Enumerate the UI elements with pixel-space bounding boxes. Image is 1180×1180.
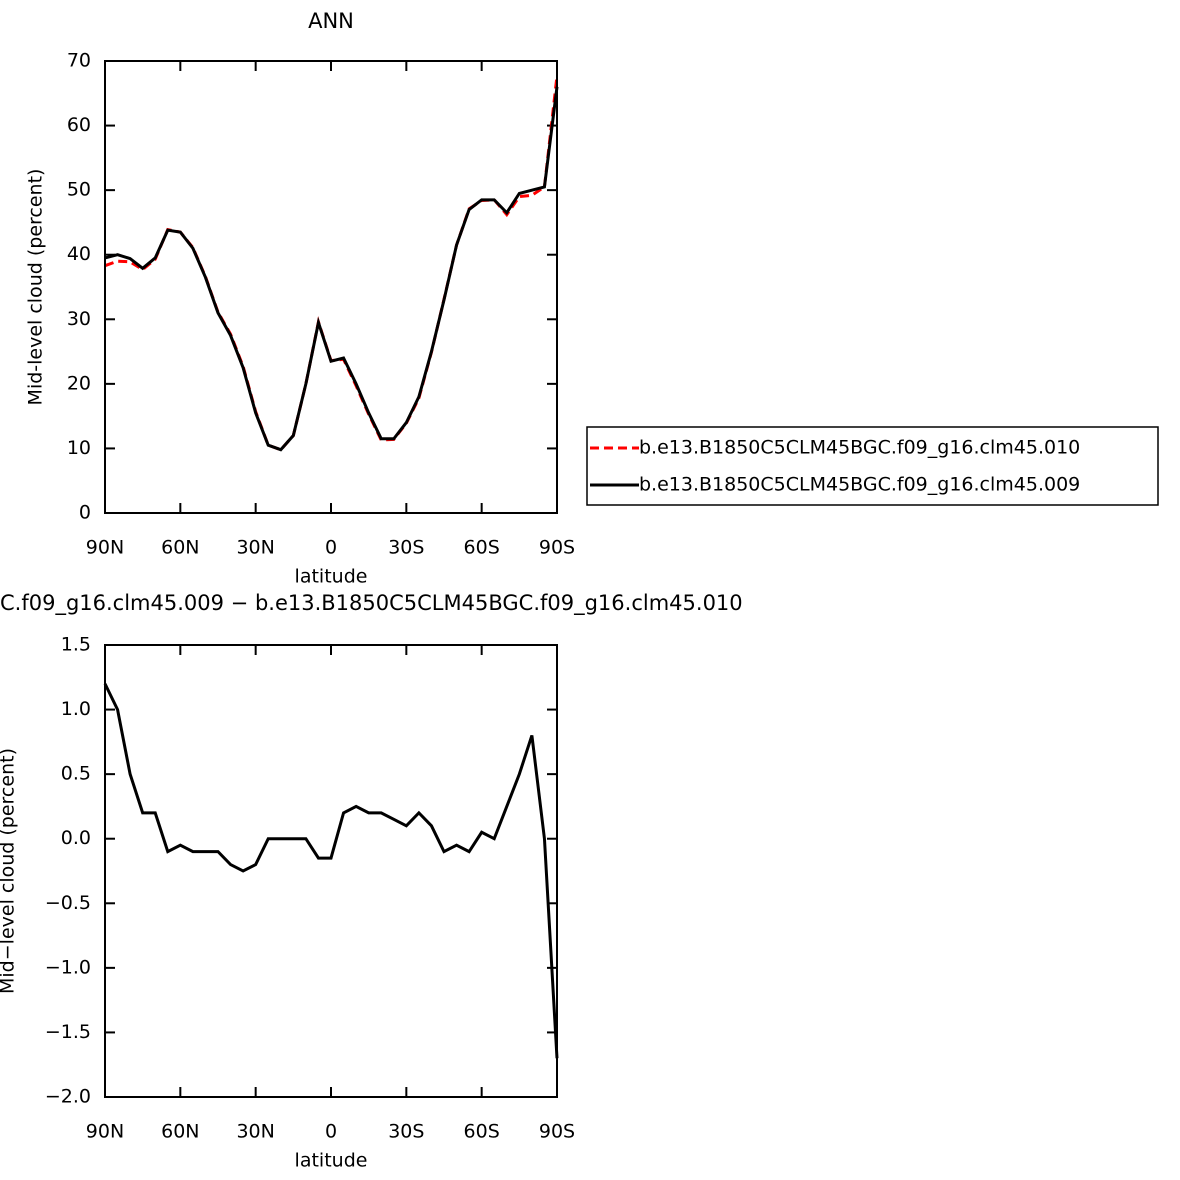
legend-label: b.e13.B1850C5CLM45BGC.f09_g16.clm45.009 — [639, 474, 1080, 496]
x-axis-label: latitude — [295, 566, 368, 588]
y-tick-label: −1.5 — [45, 1021, 91, 1043]
x-axis-label: latitude — [295, 1150, 368, 1172]
x-tick-label: 0 — [325, 537, 337, 559]
y-axis-label: Mid−level cloud (percent) — [0, 748, 19, 994]
y-tick-label: 1.5 — [61, 634, 91, 656]
x-tick-label: 90N — [86, 1121, 124, 1143]
y-tick-label: 0 — [79, 502, 91, 524]
x-tick-label: 90N — [86, 537, 124, 559]
x-tick-label: 60N — [161, 1121, 199, 1143]
x-tick-label: 30S — [388, 537, 424, 559]
series-line — [104, 75, 559, 452]
y-tick-label: −0.5 — [45, 892, 91, 914]
plot-frame — [104, 644, 558, 1098]
x-tick-label: 90S — [539, 1121, 575, 1143]
y-tick-label: 0.0 — [61, 827, 91, 849]
legend-label: b.e13.B1850C5CLM45BGC.f09_g16.clm45.010 — [639, 437, 1080, 459]
series-line — [103, 683, 559, 1059]
x-tick-label: 30S — [388, 1121, 424, 1143]
y-tick-label: 20 — [67, 372, 91, 394]
y-tick-label: 70 — [67, 50, 91, 72]
y-tick-label: 60 — [67, 114, 91, 136]
y-tick-label: 50 — [67, 179, 91, 201]
y-tick-label: −1.0 — [45, 956, 91, 978]
y-tick-label: 1.0 — [61, 698, 91, 720]
x-tick-label: 30N — [236, 537, 274, 559]
x-tick-label: 90S — [539, 537, 575, 559]
x-tick-label: 60N — [161, 537, 199, 559]
y-tick-label: 0.5 — [61, 763, 91, 785]
y-axis-label: Mid-level cloud (percent) — [25, 169, 47, 406]
x-tick-label: 60S — [464, 1121, 500, 1143]
legend-box — [586, 426, 1159, 506]
x-tick-label: 30N — [236, 1121, 274, 1143]
chart-title: C.f09_g16.clm45.009 − b.e13.B1850C5CLM45… — [0, 591, 743, 616]
y-tick-label: 10 — [67, 437, 91, 459]
y-tick-label: 30 — [67, 308, 91, 330]
x-tick-label: 0 — [325, 1121, 337, 1143]
chart-title: ANN — [308, 9, 354, 33]
x-tick-label: 60S — [464, 537, 500, 559]
plot-frame — [104, 60, 558, 514]
y-tick-label: 40 — [67, 243, 91, 265]
y-tick-label: −2.0 — [45, 1086, 91, 1108]
series-line — [104, 86, 559, 452]
